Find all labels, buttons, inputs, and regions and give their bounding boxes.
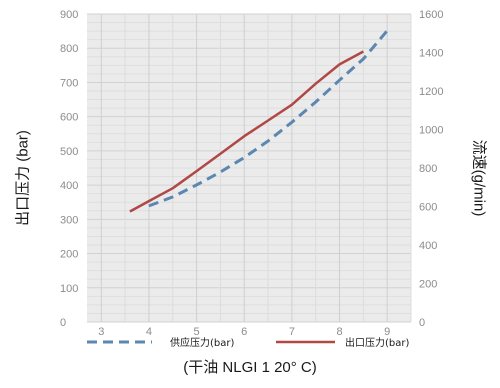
x-tick-label: 6 xyxy=(241,326,247,338)
y-left-tick-label: 200 xyxy=(60,249,78,261)
x-tick-label: 4 xyxy=(146,326,152,338)
y-right-tick-label: 400 xyxy=(419,240,437,252)
y-right-tick-label: 200 xyxy=(419,279,437,291)
y-left-tick-label: 900 xyxy=(60,9,78,21)
legend-label-1: 供应压力(bar) xyxy=(170,336,234,349)
legend: 供应压力(bar) 出口压力(bar) xyxy=(87,336,409,349)
x-tick-label: 8 xyxy=(336,326,342,338)
y-right-tick-label: 800 xyxy=(419,163,437,175)
x-axis-title: (干油 NLGI 1 20° C) xyxy=(183,359,317,376)
y-right-tick-label: 600 xyxy=(419,202,437,214)
y-left-tick-label: 700 xyxy=(60,77,78,89)
y-right-tick-label: 0 xyxy=(419,317,425,329)
series-line-2 xyxy=(129,50,364,213)
y-left-tick-label: 800 xyxy=(60,43,78,55)
x-tick-label: 7 xyxy=(289,326,295,338)
y-right-tick-label: 1200 xyxy=(419,86,443,98)
y-right-tick-label: 1400 xyxy=(419,48,443,60)
y-left-tick-label: 400 xyxy=(60,180,78,192)
y-left-tick-label: 0 xyxy=(60,317,66,329)
grid xyxy=(87,13,412,323)
y-left-tick-label: 100 xyxy=(60,283,78,295)
y-right-tick-label: 1600 xyxy=(419,9,443,21)
y-left-tick-label: 600 xyxy=(60,112,78,124)
x-tick-label: 5 xyxy=(194,326,200,338)
y-left-tick-label: 300 xyxy=(60,214,78,226)
tick-labels: 0 100 200 300 400 500 600 700 800 900 0 200 400 600 80… xyxy=(60,9,443,338)
y-right-tick-label: 1000 xyxy=(419,125,443,137)
y-left-tick-label: 500 xyxy=(60,146,78,158)
right-axis-title: 流速(g/min) xyxy=(470,139,488,217)
series-line-1 xyxy=(148,29,389,208)
series-lines xyxy=(129,29,389,213)
left-axis-title: 出口压力 (bar) xyxy=(14,130,32,226)
x-tick-label: 9 xyxy=(384,326,390,338)
legend-label-2: 出口压力(bar) xyxy=(345,336,409,349)
x-tick-label: 3 xyxy=(98,326,104,338)
